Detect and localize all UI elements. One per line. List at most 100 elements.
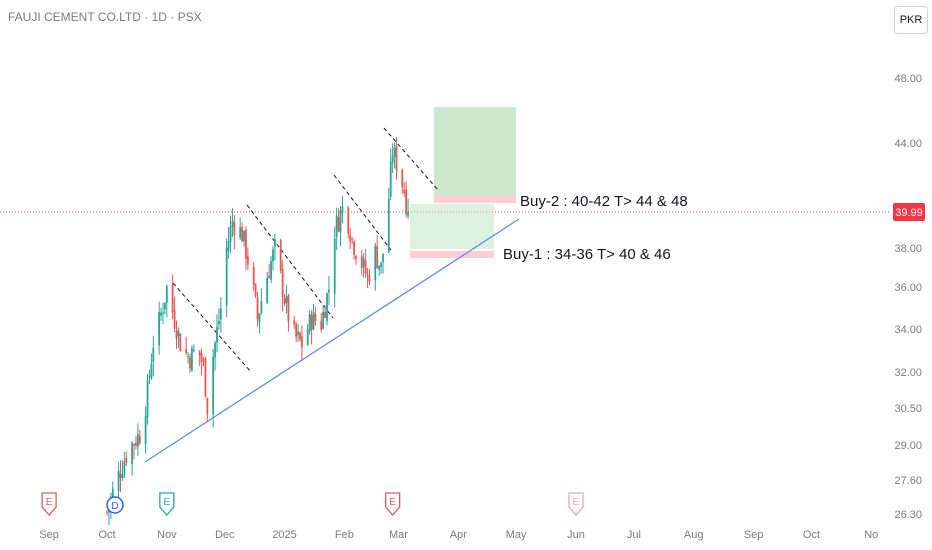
price-tick-label: 32.00 [894,367,922,379]
time-tick-label: Oct [98,529,115,541]
candle-body [150,364,153,379]
candle-body [252,266,255,285]
candle-body [198,350,201,356]
time-tick-label: Jul [627,529,641,541]
candle-body [117,470,120,492]
time-tick-label: Oct [803,529,820,541]
candle-body [279,239,282,271]
dividend-marker-icon [106,496,124,514]
earnings-marker-label: E [389,497,396,508]
candle-body [246,255,249,265]
descending-trendline [246,204,334,319]
candle-body [241,227,243,242]
time-axis[interactable]: Sep Oct Nov Dec 2025 Feb Mar Apr May Jun Jul Aug Sep… [39,529,878,541]
candle-body [135,442,137,446]
candle-body [281,268,284,298]
buy-1-entry-zone [410,251,494,258]
buy-2-annotation: Buy-2 : 40-42 T> 44 & 48 [520,193,688,210]
candle-body [152,348,155,363]
time-tick-label: No [864,529,878,541]
candle-body [133,444,135,446]
time-tick-label: Apr [450,529,467,541]
candle-body [362,258,365,267]
candle-body [374,245,377,281]
annotations: Buy-2 : 40-42 T> 44 & 48 Buy-1 : 34-36 T>… [503,193,688,263]
candle-body [165,285,168,303]
descending-trendline [333,174,392,251]
buy-1-annotation: Buy-1 : 34-36 T> 40 & 46 [503,246,671,263]
candle-body [351,238,354,240]
candle-body [295,323,298,337]
candle-body [225,247,228,305]
candle-body [233,221,236,235]
candle-body [175,330,178,339]
price-tick-label: 36.00 [894,282,922,294]
candle-body [297,331,299,335]
candle-body [393,147,396,157]
candle-body [206,397,209,414]
candle-body [328,289,330,293]
candle-body [179,333,182,352]
candle-body [380,262,382,267]
candle-body [146,379,149,418]
candle-body [339,210,342,233]
candle-body [287,295,290,322]
candle-body [378,265,381,270]
price-tick-label: 29.00 [894,440,922,452]
time-tick-label: 2025 [272,529,296,541]
buy-1-target-zone [410,204,494,249]
candle-body [131,443,133,464]
time-tick-label: Nov [157,529,177,541]
candle-body [254,284,257,296]
candle-body [326,293,328,321]
time-tick-label: Aug [684,529,704,541]
candle-body [324,311,326,319]
candle-body [360,256,363,269]
buy-2-entry-zone [434,196,516,203]
candle-body [335,215,338,237]
trade-zones [410,107,516,258]
candle-body [312,311,315,330]
candle-body [138,436,141,444]
time-tick-label: Jun [567,529,585,541]
earnings-marker-icon [384,492,401,516]
candle-body [177,330,180,337]
buy-2-target-zone [434,107,516,196]
candle-body [256,297,259,320]
candle-body [231,220,234,227]
candle-body [283,298,286,304]
candle-body [200,353,203,362]
candle-body [274,239,276,247]
candle-body [405,190,408,214]
candlesticks [106,137,409,526]
price-axis[interactable]: 26.30 27.60 29.00 30.50 32.00 34.00 36.00 38.00… [893,73,925,521]
candle-body [337,217,340,232]
time-tick-label: Sep [744,529,764,541]
candle-body [333,238,336,294]
candle-body [301,336,303,348]
candle-body [144,416,147,445]
candle-body [355,256,357,259]
earnings-marker-icon [568,492,584,516]
candle-body [308,314,311,332]
earnings-marker-icon [41,492,57,516]
candle-body [266,277,269,304]
candle-body [314,314,317,322]
price-tick-label: 44.00 [894,138,922,150]
candle-body [322,311,325,329]
candle-body [320,321,323,330]
candle-body [395,145,398,171]
candle-body [219,308,222,320]
candle-body [192,349,195,351]
dividend-marker-label: D [111,501,118,512]
candle-body [123,461,126,474]
candle-body [349,235,352,242]
currency-button[interactable]: PKR [894,6,928,34]
candle-body [243,230,245,242]
last-price-label: 39.99 [895,207,923,219]
candle-body [119,473,122,478]
candle-body [364,260,367,274]
earnings-marker-label: E [163,497,170,508]
